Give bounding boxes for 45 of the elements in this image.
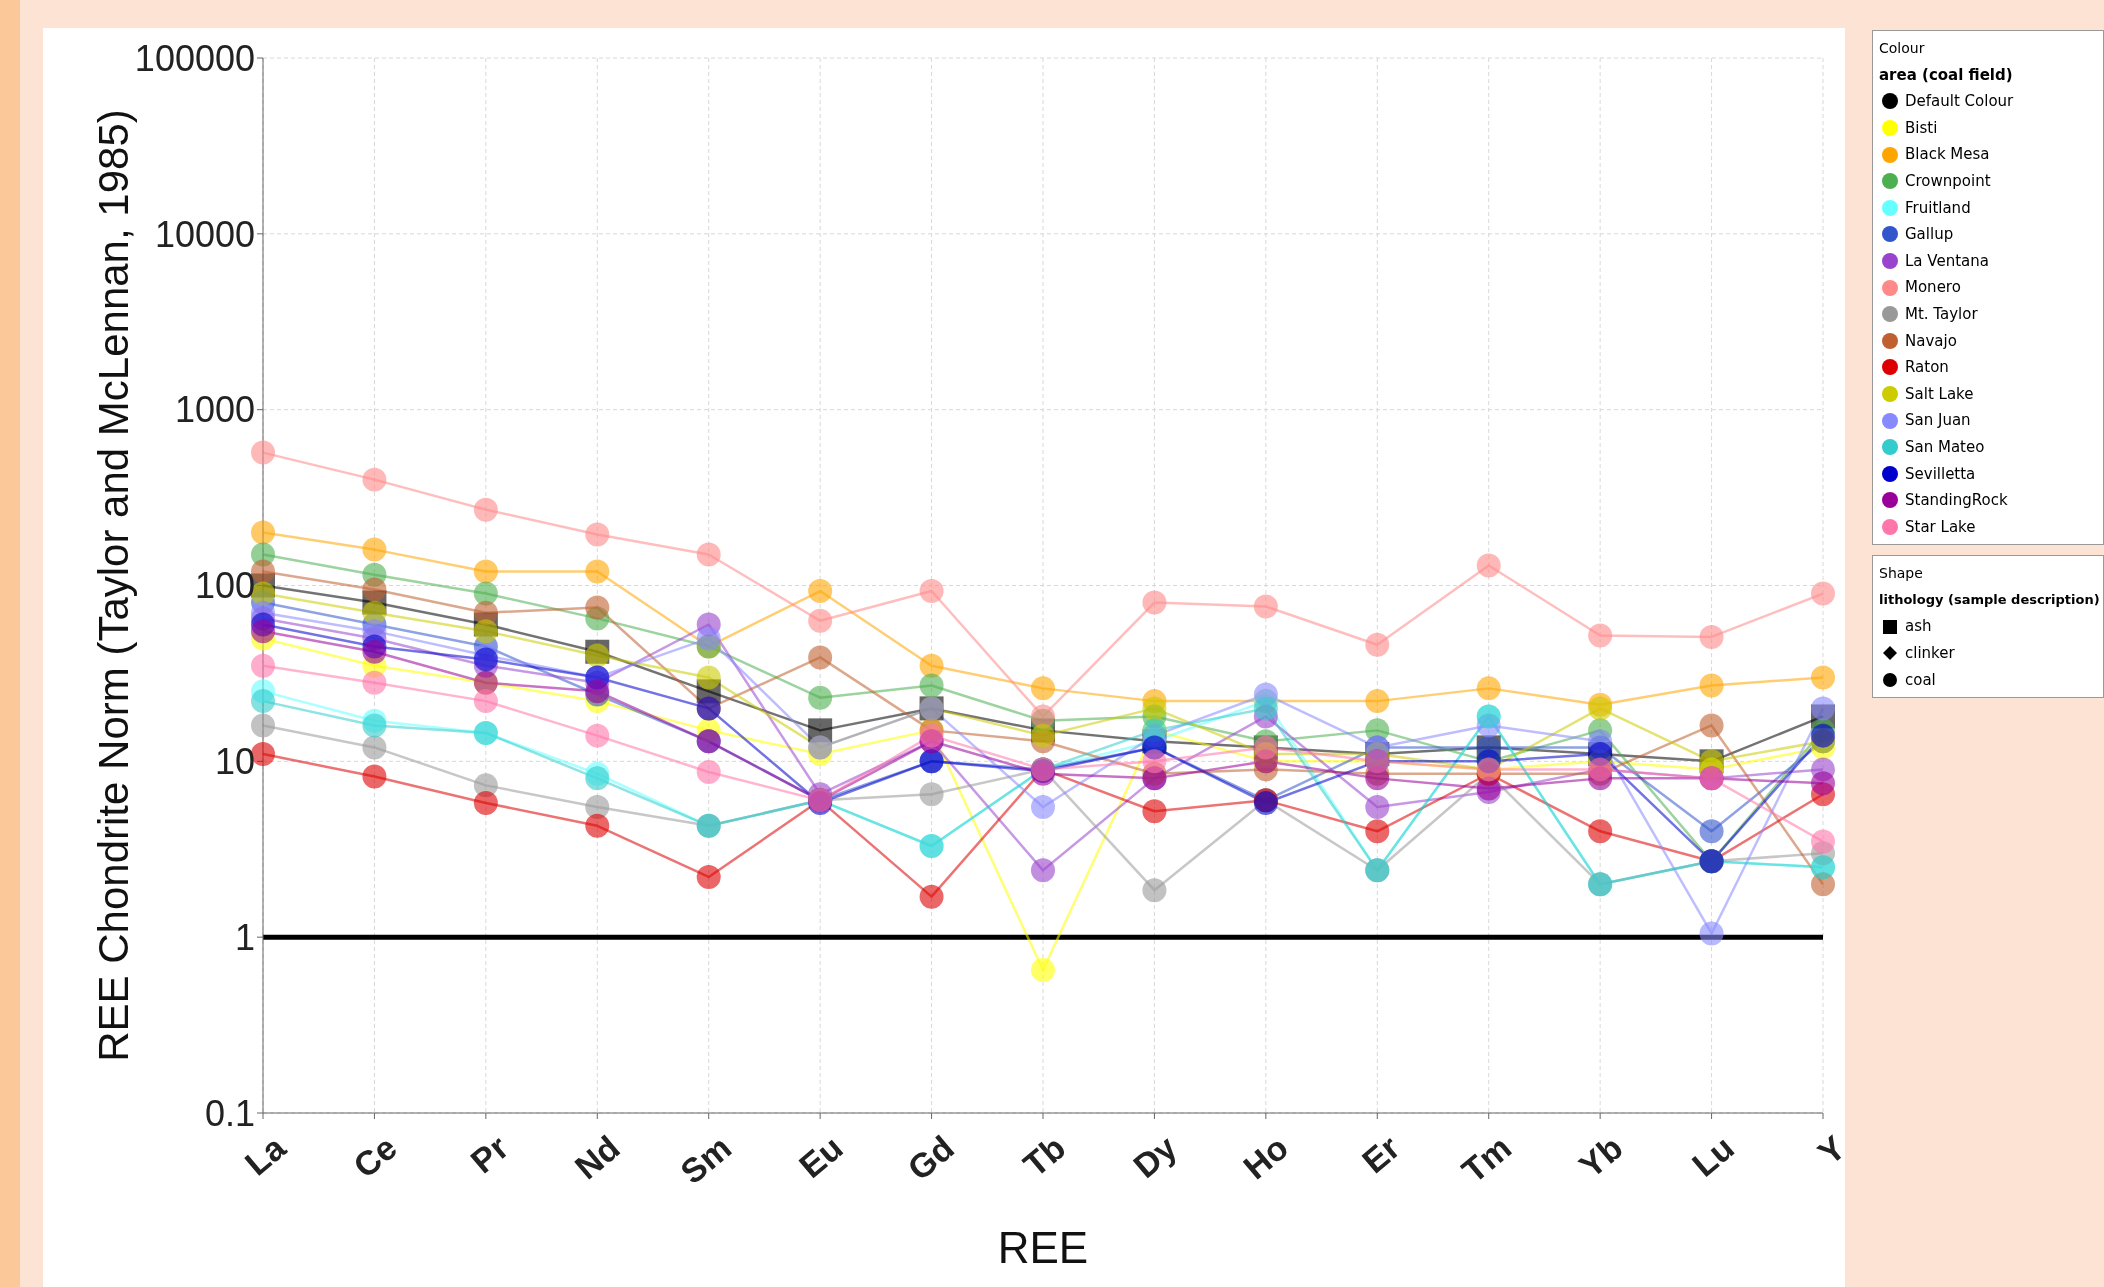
legend-title: area (coal field) (1879, 64, 2014, 86)
x-tick-label: Ho (1236, 1128, 1296, 1187)
text: Colour (1879, 39, 1926, 58)
text: coal (1905, 669, 1936, 691)
text: ash (1905, 616, 1932, 638)
y-tick-label: 100000 (134, 37, 255, 79)
text: clinker (1905, 643, 1955, 665)
x-tick-label: Nd (567, 1128, 627, 1187)
y-tick-label: 10000 (154, 213, 255, 255)
legend-label: Star Lake (1905, 516, 1976, 538)
legend-label: Black Mesa (1905, 144, 1990, 166)
legend-label: Navajo (1905, 330, 1957, 352)
x-tick-label: Dy (1126, 1128, 1184, 1186)
x-tick-label: Er (1354, 1128, 1407, 1181)
legend-label: Monero (1905, 277, 1961, 299)
legend-label: Gallup (1905, 224, 1954, 246)
legend-label: San Mateo (1905, 436, 1985, 458)
x-tick-label: Lu (1684, 1128, 1741, 1184)
legend-label: Bisti (1905, 117, 1938, 139)
x-tick-label: Ce (346, 1128, 404, 1186)
legend-label: La Ventana (1905, 250, 1989, 272)
legend-label: Salt Lake (1905, 383, 1974, 405)
legend-label: Mt. Taylor (1905, 303, 1978, 325)
legend-label: Crownpoint (1905, 170, 1991, 192)
y-axis-title: REE Chondrite Norm (Taylor and McLennan, 1985) (89, 109, 137, 1062)
x-tick-label: Y (1810, 1127, 1853, 1172)
legend-label: Sevilletta (1905, 463, 1976, 485)
x-tick-label: Sm (673, 1128, 739, 1192)
x-tick-label: Yb (1571, 1128, 1630, 1186)
legend-label: Fruitland (1905, 197, 1971, 219)
x-tick-label: Tm (1454, 1128, 1519, 1190)
legend-label: San Juan (1905, 410, 1971, 432)
x-tick-label: Gd (900, 1128, 961, 1188)
x-tick-label: Eu (791, 1128, 850, 1186)
legend-label: Default Colour (1905, 91, 2014, 113)
y-tick-label: 1 (234, 916, 255, 958)
x-axis-title: REE (997, 1223, 1089, 1272)
text: lithology (sample description) (1879, 590, 2100, 609)
x-tick-label: Tb (1016, 1128, 1073, 1184)
legend-label: Raton (1905, 357, 1949, 379)
y-tick-label: 1000 (174, 389, 255, 431)
text: Shape (1879, 564, 1924, 584)
legend-label: StandingRock (1905, 490, 2008, 512)
y-tick-label: 10 (214, 741, 255, 783)
x-tick-label: Pr (463, 1128, 516, 1181)
